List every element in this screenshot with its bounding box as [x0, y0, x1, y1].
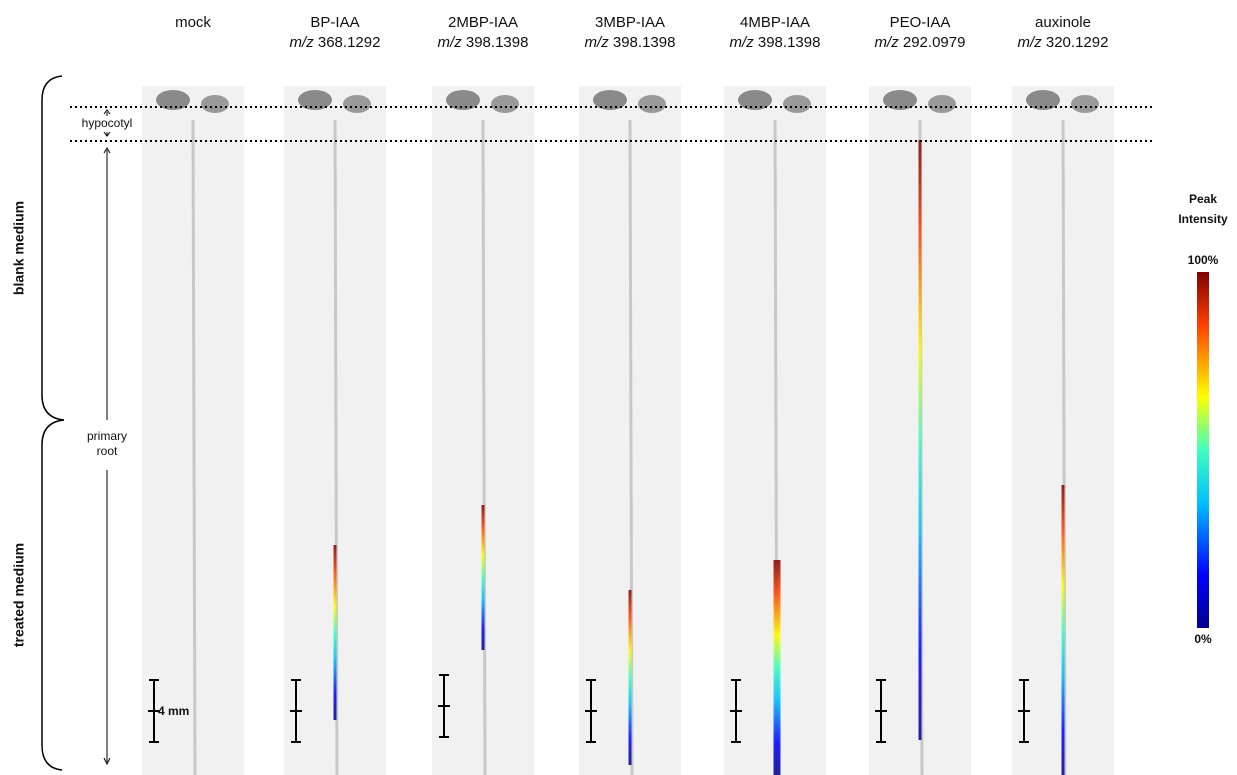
region-label: treated medium — [11, 543, 27, 647]
brace — [42, 76, 64, 770]
seedling-leaf — [638, 95, 666, 113]
colorbar — [1197, 272, 1209, 628]
mz-label: m/z 320.1292 — [1018, 34, 1109, 51]
column-title: PEO-IAA — [890, 14, 951, 31]
ion-signal — [334, 545, 337, 720]
ion-signal — [1062, 485, 1065, 775]
mz-prefix: m/z — [875, 34, 900, 51]
colorbar-title: Peak — [1189, 192, 1217, 206]
column-title: mock — [175, 14, 211, 31]
colorbar-max: 100% — [1188, 253, 1219, 267]
mz-prefix: m/z — [585, 34, 610, 51]
seedling-leaf — [201, 95, 229, 113]
region-label: blank medium — [11, 201, 27, 295]
column-title: 3MBP-IAA — [595, 14, 665, 31]
figure: blank medium treated medium hypocotyl pr… — [0, 0, 1237, 775]
colorbar-title: Intensity — [1178, 212, 1228, 226]
mz-label: m/z 398.1398 — [438, 34, 529, 51]
mz-label: m/z 398.1398 — [585, 34, 676, 51]
mz-prefix: m/z — [438, 34, 463, 51]
mz-prefix: m/z — [730, 34, 755, 51]
column-title: auxinole — [1035, 14, 1091, 31]
seedling-leaf — [1071, 95, 1099, 113]
scale-bar-label: 4 mm — [158, 704, 189, 718]
mz-label: m/z 292.0979 — [875, 34, 966, 51]
mz-value: 398.1398 — [758, 34, 821, 51]
root — [483, 120, 485, 775]
seedling-leaf — [491, 95, 519, 113]
image-strips — [142, 86, 1114, 775]
mz-value: 320.1292 — [1046, 34, 1109, 51]
ion-signal — [774, 560, 781, 775]
mz-label: m/z 398.1398 — [730, 34, 821, 51]
root — [193, 120, 195, 775]
mz-prefix: m/z — [290, 34, 315, 51]
seedling-leaf — [343, 95, 371, 113]
mz-value: 398.1398 — [466, 34, 529, 51]
ion-signal — [482, 505, 485, 650]
column-title: 4MBP-IAA — [740, 14, 810, 31]
mz-value: 292.0979 — [903, 34, 966, 51]
seedling-leaf — [928, 95, 956, 113]
ion-signal — [629, 590, 632, 765]
mz-prefix: m/z — [1018, 34, 1043, 51]
mz-value: 398.1398 — [613, 34, 676, 51]
seedling-leaf — [783, 95, 811, 113]
organ-label: root — [97, 444, 118, 458]
mz-value: 368.1292 — [318, 34, 381, 51]
mz-label: m/z 368.1292 — [290, 34, 381, 51]
column-title: BP-IAA — [310, 14, 359, 31]
organ-label: hypocotyl — [82, 116, 133, 130]
organ-label: primary — [87, 429, 127, 443]
ion-signal — [919, 140, 922, 740]
colorbar-min: 0% — [1194, 632, 1212, 646]
column-title: 2MBP-IAA — [448, 14, 518, 31]
